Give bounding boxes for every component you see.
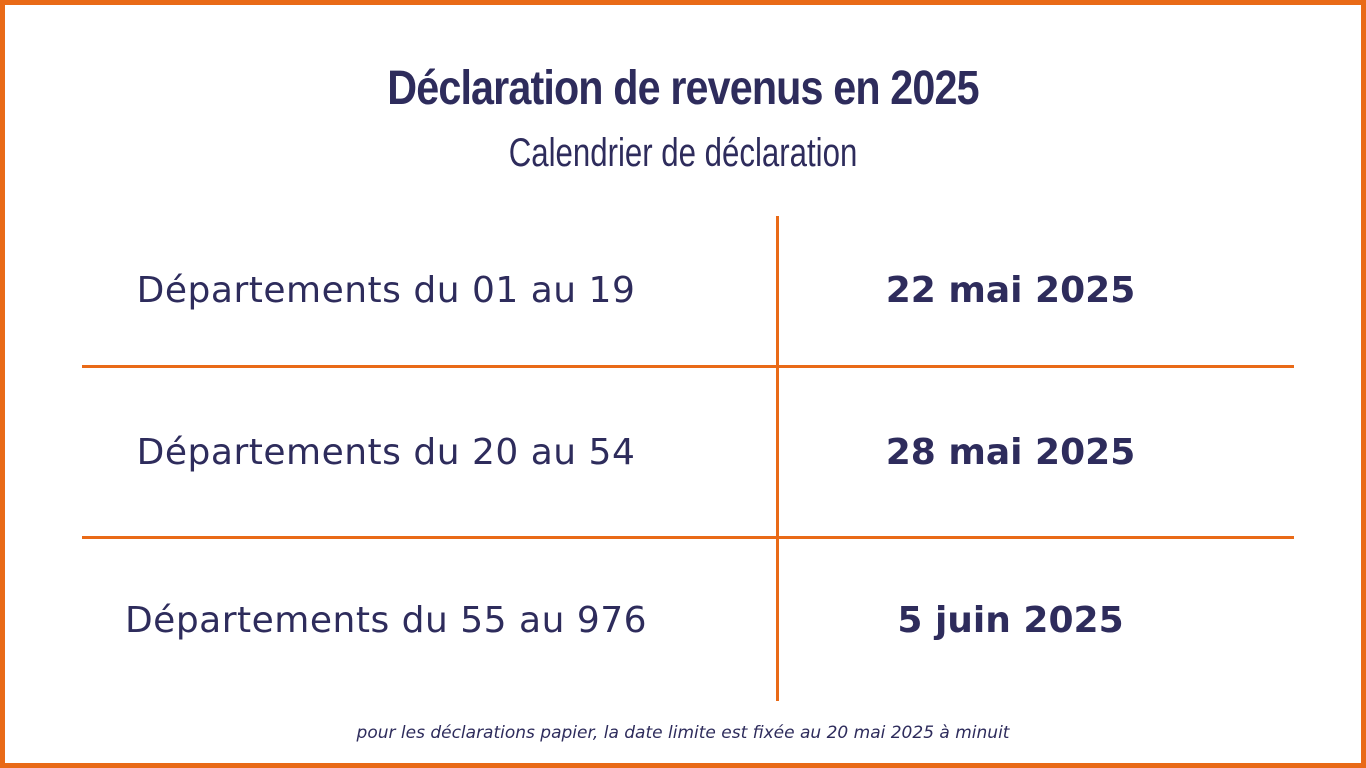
row-divider	[82, 536, 1294, 539]
departments-cell: Départements du 55 au 976	[124, 599, 648, 641]
departments-cell: Départements du 20 au 54	[136, 431, 636, 473]
deadline-cell: 5 juin 2025	[897, 599, 1124, 641]
column-divider	[776, 216, 779, 701]
deadline-cell: 28 mai 2025	[885, 431, 1136, 473]
page-title: Déclaration de revenus en 2025	[387, 62, 979, 115]
row-divider	[82, 365, 1294, 368]
page-subtitle: Calendrier de déclaration	[508, 131, 858, 175]
footnote: pour les déclarations papier, la date li…	[356, 723, 1010, 743]
deadline-cell: 22 mai 2025	[885, 270, 1136, 311]
departments-cell: Départements du 01 au 19	[136, 270, 636, 311]
